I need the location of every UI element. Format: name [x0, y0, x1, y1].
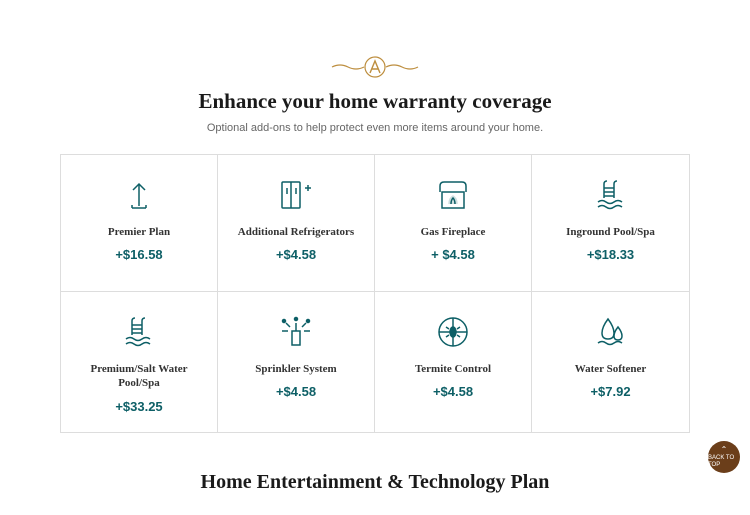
addon-price: +$18.33 — [587, 247, 634, 262]
pool-icon — [594, 175, 628, 215]
addon-price: +$7.92 — [590, 384, 630, 399]
back-to-top-label: BACK TO TOP — [708, 455, 740, 468]
hero-subtitle: Optional add-ons to help protect even mo… — [0, 122, 750, 134]
addon-title: Gas Fireplace — [421, 225, 486, 239]
addon-gas-fireplace[interactable]: Gas Fireplace + $4.58 — [375, 155, 532, 292]
hero-title: Enhance your home warranty coverage — [0, 89, 750, 114]
addon-title: Additional Refrigerators — [238, 225, 354, 239]
back-to-top-button[interactable]: ⌃ BACK TO TOP — [708, 441, 740, 473]
addon-grid: Premier Plan +$16.58 Additional Refriger… — [60, 154, 690, 433]
addon-price: +$4.58 — [276, 384, 316, 399]
addon-premium-pool[interactable]: Premium/Salt Water Pool/Spa +$33.25 — [61, 292, 218, 432]
addon-title: Termite Control — [415, 362, 491, 376]
addon-price: +$4.58 — [433, 384, 473, 399]
hero-section: Enhance your home warranty coverage Opti… — [0, 0, 750, 134]
water-drop-icon — [594, 312, 628, 352]
termite-icon — [436, 312, 470, 352]
addon-premier-plan[interactable]: Premier Plan +$16.58 — [61, 155, 218, 292]
addon-termite[interactable]: Termite Control +$4.58 — [375, 292, 532, 432]
addon-title: Water Softener — [575, 362, 647, 376]
pool-icon — [122, 312, 156, 352]
section-title: Home Entertainment & Technology Plan — [0, 471, 750, 494]
refrigerator-plus-icon — [278, 175, 314, 215]
addon-water-softener[interactable]: Water Softener +$7.92 — [532, 292, 689, 432]
addon-refrigerators[interactable]: Additional Refrigerators +$4.58 — [218, 155, 375, 292]
addon-price: +$4.58 — [276, 247, 316, 262]
addon-title: Premium/Salt Water Pool/Spa — [71, 362, 207, 391]
brand-logo — [0, 55, 750, 84]
addon-title: Inground Pool/Spa — [566, 225, 655, 239]
chevron-up-icon: ⌃ — [721, 446, 728, 455]
sprinkler-icon — [278, 312, 314, 352]
addon-title: Premier Plan — [108, 225, 170, 239]
arrow-up-icon — [124, 175, 154, 215]
addon-inground-pool[interactable]: Inground Pool/Spa +$18.33 — [532, 155, 689, 292]
addon-sprinkler[interactable]: Sprinkler System +$4.58 — [218, 292, 375, 432]
fireplace-icon — [436, 175, 470, 215]
addon-title: Sprinkler System — [255, 362, 336, 376]
addon-price: +$16.58 — [115, 247, 162, 262]
addon-price: + $4.58 — [431, 247, 475, 262]
addon-price: +$33.25 — [115, 399, 162, 414]
